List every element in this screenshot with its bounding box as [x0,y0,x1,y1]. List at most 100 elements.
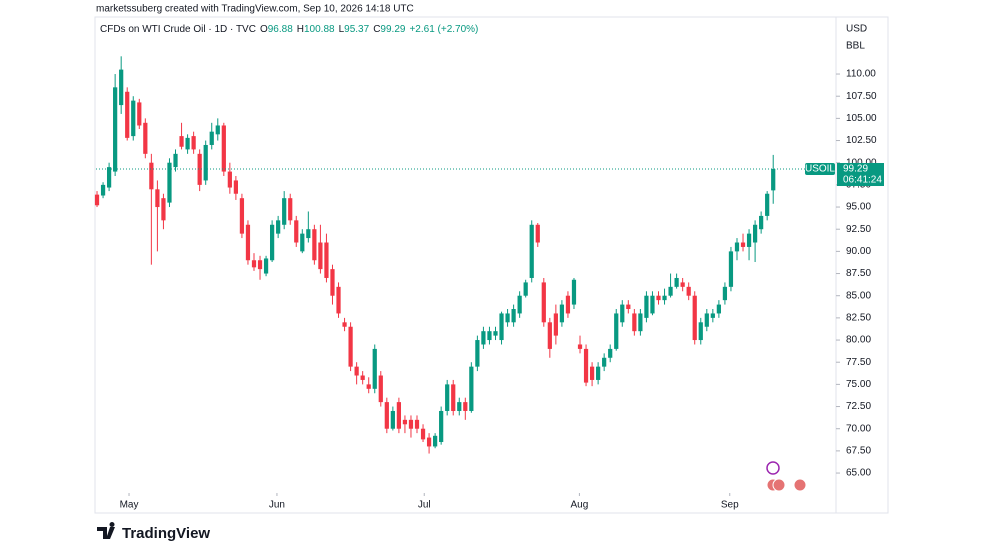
legend-key: H [297,24,304,35]
y-tick-label: 75.00 [846,379,871,390]
candle-body [257,260,263,270]
candle-body [722,286,728,301]
candle-body [583,348,589,383]
candle-body [372,348,377,389]
candle-body [106,167,112,188]
y-tick-label: 85.00 [846,290,871,301]
candle-body [656,295,661,301]
candle-body [523,282,528,296]
candle-body [239,198,245,234]
candle-body [596,366,601,380]
candle-body [505,313,510,323]
y-tick-label: 72.50 [846,401,871,412]
candle-body [215,125,220,135]
candle-body [759,215,764,230]
y-tick-label: 65.00 [846,468,871,479]
candle-body [451,384,456,411]
candle-body [408,419,414,429]
candle-body [728,251,734,287]
candle-body [324,242,329,278]
legend-value: 100.88 [304,24,335,35]
y-tick-label: 107.50 [846,91,877,102]
legend-value: 96.88 [268,24,293,35]
candle-body [191,136,196,150]
candle-body [94,194,100,206]
candle-body [553,313,558,336]
price-tag [837,163,884,187]
candle-body [143,122,148,154]
legend-key: L [339,24,345,35]
candle-body [384,402,389,429]
candle-body [125,91,130,138]
candle-body [638,313,643,332]
candle-body [197,153,202,185]
candle-body [650,295,655,314]
legend-key: C [373,24,380,35]
candle-body [300,233,305,252]
candle-body [306,229,311,239]
candle-body [662,295,667,301]
legend-change: +2.61 (+2.70%) [409,24,478,35]
candle-body [614,313,619,349]
candle-body [487,331,492,341]
candle-body [263,258,269,274]
candle-body [227,171,232,188]
candle-body [113,87,118,172]
candle-body [378,375,383,403]
candle-body [535,224,540,243]
candle-body [692,295,697,341]
candle-body [602,357,607,367]
candle-body [511,309,516,323]
candle-body [312,229,317,261]
y-tick-label: 110.00 [846,69,876,80]
candle-body [396,402,402,429]
y-tick-label: 105.00 [846,113,877,124]
candle-body [463,402,468,411]
frame [94,16,889,514]
event-icons [766,461,807,492]
y-tick-label: 102.50 [846,135,877,146]
legend-title: CFDs on WTI Crude Oil · 1D · TVC [100,24,256,35]
currency: USD [846,24,867,35]
candle-body [541,282,546,323]
y-tick-label: 92.50 [846,224,871,235]
y-tick-label: 70.00 [846,423,871,434]
y-tick-label: 90.00 [846,246,871,257]
candle-body [288,198,293,221]
candle-body [457,402,462,411]
candle-body [348,326,353,367]
candle-body [547,322,552,349]
candle-body [752,224,758,243]
candle-body [499,313,504,341]
candle-body [746,233,752,247]
candle-body [668,286,673,296]
symbol-tag [805,163,835,176]
y-tick-label: 95.00 [846,202,871,213]
candle-body [493,331,498,336]
attribution: marketssuberg created with TradingView.c… [96,4,414,15]
candle-body [137,102,142,126]
candle-body [294,220,299,243]
unit: BBL [846,41,865,52]
candle-body [469,366,474,411]
candle-body [336,286,341,314]
y-tick-label: 100.00 [846,157,877,168]
x-tick-label: Jul [418,500,431,511]
candle-body [565,295,571,314]
candle-body [354,366,359,376]
legend: CFDs on WTI Crude Oil · 1D · TVC O96.88 H1… [100,24,478,35]
candle-body [680,282,685,287]
candle-body [318,242,323,270]
x-tick-label: Jun [269,500,285,511]
candle-body [740,242,746,247]
symbol-label: USOIL [805,164,835,175]
candle-body [771,169,776,191]
candle-body [100,184,106,196]
candle-body [366,384,371,389]
candle-body [517,295,522,314]
candle-body [529,224,534,278]
candle-body [149,162,154,190]
candle-body [571,279,577,305]
x-tick-label: Sep [721,500,739,511]
